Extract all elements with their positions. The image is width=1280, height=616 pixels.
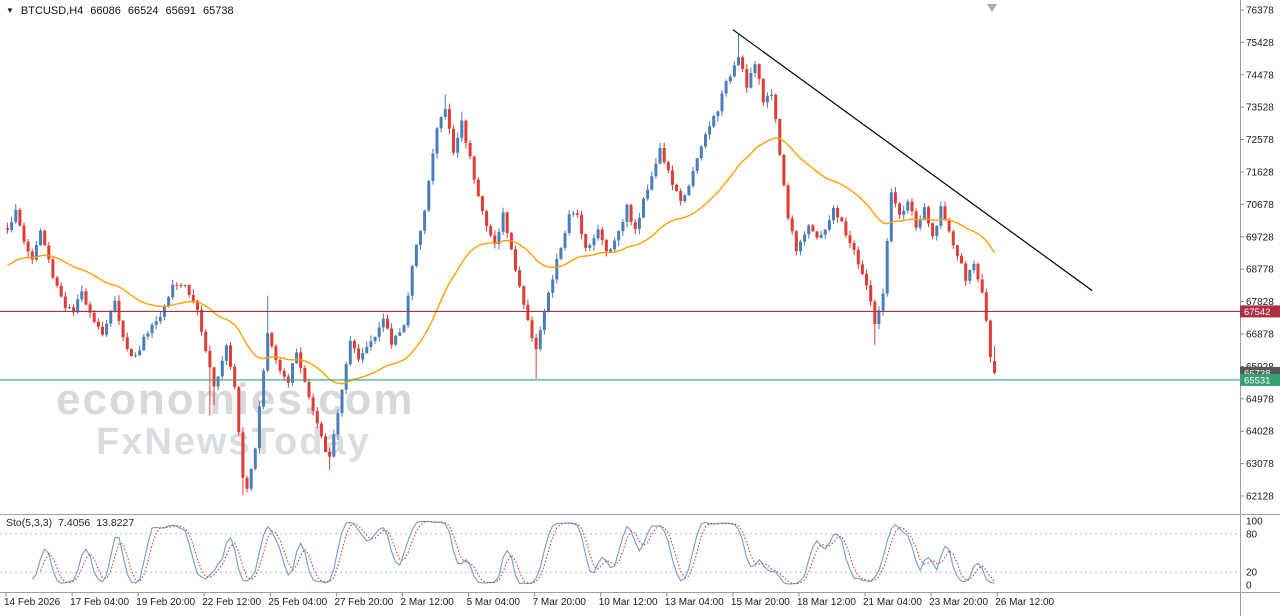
date-label: 15 Mar 20:00 — [731, 597, 790, 608]
price-tick-label: 63078 — [1246, 459, 1274, 470]
support-price-badge: 65531 — [1240, 373, 1280, 386]
moving-average-line — [7, 137, 996, 385]
price-tick-label: 76378 — [1246, 6, 1274, 17]
date-label: 2 Mar 12:00 — [401, 597, 455, 608]
price-tick-label: 64978 — [1246, 394, 1274, 405]
price-tick-label: 70678 — [1246, 200, 1274, 211]
quote-close: 65738 — [203, 5, 234, 17]
price-tick-label: 75428 — [1246, 38, 1274, 49]
price-tick-label: 72578 — [1246, 135, 1274, 146]
price-tick-label: 62128 — [1246, 492, 1274, 503]
quote-high: 66524 — [127, 5, 159, 17]
stochastic-k-line — [31, 520, 995, 585]
sto-scale-label: 20 — [1246, 568, 1258, 579]
indicator-d-value: 13.8227 — [96, 517, 135, 529]
chart-shift-marker-icon[interactable] — [987, 4, 997, 12]
date-label: 21 Mar 04:00 — [863, 597, 922, 608]
price-tick-label: 74478 — [1246, 70, 1274, 81]
indicator-k-value: 7.4056 — [58, 517, 91, 529]
indicator-name: Sto(5,3,3) — [6, 517, 53, 529]
date-label: 14 Feb 2026 — [4, 597, 61, 608]
price-tick-label: 71628 — [1246, 168, 1274, 179]
svg-text:65531: 65531 — [1244, 375, 1270, 386]
date-label: 7 Mar 20:00 — [533, 597, 587, 608]
date-label: 17 Feb 04:00 — [70, 597, 129, 608]
stochastic-d-line — [39, 520, 996, 585]
price-tick-label: 64028 — [1246, 427, 1274, 438]
date-label: 13 Mar 04:00 — [665, 597, 724, 608]
date-label: 18 Mar 12:00 — [797, 597, 856, 608]
trendline[interactable] — [732, 29, 1093, 292]
symbol-quote-bar: ▼ BTCUSD,H4 66086 66524 65691 65738 — [6, 5, 234, 17]
quote-low: 65691 — [165, 5, 197, 17]
price-tick-label: 66878 — [1246, 330, 1274, 341]
date-label: 10 Mar 12:00 — [599, 597, 658, 608]
date-label: 5 Mar 04:00 — [467, 597, 521, 608]
quote-open: 66086 — [90, 5, 121, 17]
date-label: 19 Feb 20:00 — [136, 597, 195, 608]
date-label: 22 Feb 12:00 — [202, 597, 261, 608]
price-tick-label: 69728 — [1246, 232, 1274, 243]
sto-scale-label: 80 — [1246, 529, 1258, 540]
sto-scale-label: 0 — [1246, 581, 1252, 592]
indicator-label: Sto(5,3,3) 7.4056 13.8227 — [6, 517, 134, 529]
price-tick-label: 73528 — [1246, 103, 1274, 114]
price-axis: 76378 75428 74478 73528 72578 71628 70678 69728… — [1240, 6, 1274, 503]
resistance-price-badge: 67542 — [1240, 305, 1280, 318]
sto-scale-label: 100 — [1246, 517, 1263, 528]
date-label: 26 Mar 12:00 — [995, 597, 1054, 608]
candlesticks — [6, 33, 997, 495]
svg-text:67542: 67542 — [1244, 307, 1270, 318]
price-tick-label: 68778 — [1246, 265, 1274, 276]
date-label: 25 Feb 04:00 — [268, 597, 327, 608]
time-axis: 14 Feb 2026 17 Feb 04:00 19 Feb 20:00 22 Fe… — [4, 592, 1055, 608]
price-tick-label: 67828 — [1246, 297, 1274, 308]
date-label: 23 Mar 20:00 — [929, 597, 988, 608]
symbol-timeframe-label: BTCUSD,H4 — [20, 5, 84, 17]
date-label: 27 Feb 20:00 — [334, 597, 393, 608]
watermark-subbrand: FxNewsToday — [96, 421, 371, 463]
symbol-dropdown-icon[interactable]: ▼ — [6, 6, 14, 15]
